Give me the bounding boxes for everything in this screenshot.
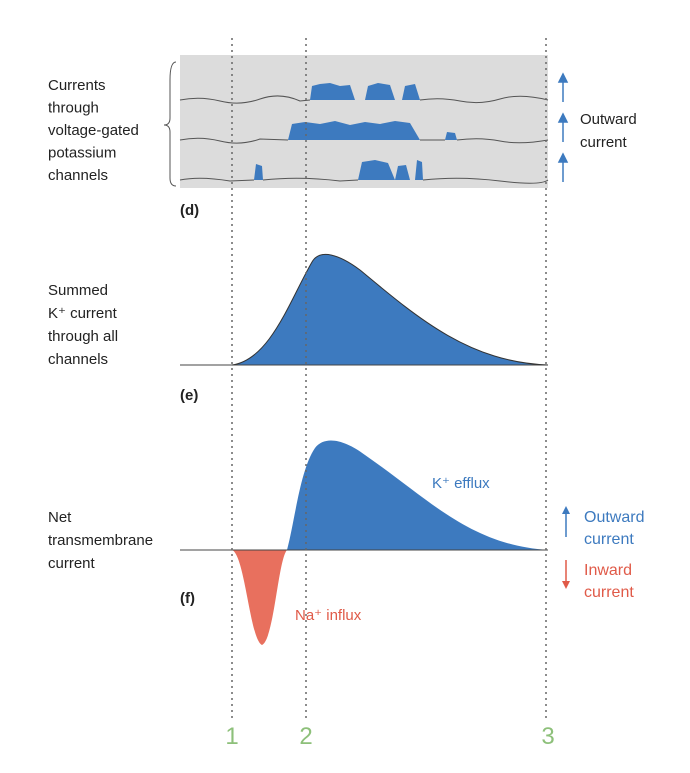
panel-e-label: Summed — [48, 282, 108, 299]
up-arrows — [557, 72, 569, 182]
panel-f-label: current — [48, 555, 96, 572]
panel-tag: (e) — [180, 387, 198, 404]
panel-e-label: through all — [48, 328, 118, 345]
bracket — [163, 61, 177, 187]
time-marker: 3 — [541, 723, 554, 750]
panel-e-label: channels — [48, 351, 108, 368]
panel-d-label: channels — [48, 167, 108, 184]
time-marker: 2 — [299, 723, 312, 750]
trace-3 — [179, 160, 549, 184]
inward-current-label: Inward — [584, 562, 632, 579]
na-influx — [232, 550, 287, 645]
panel-e-label: K⁺ current — [48, 305, 118, 322]
panel-d-label: potassium — [48, 145, 116, 162]
panel-d-label: voltage-gated — [48, 122, 139, 139]
panel-d-label: through — [48, 100, 99, 117]
summed-current — [232, 254, 548, 365]
summed-outline — [231, 253, 549, 366]
panel-d-label: Currents — [48, 77, 106, 94]
efflux-label: K⁺ efflux — [432, 475, 490, 492]
time-marker: 1 — [225, 723, 238, 750]
inward-current-label: current — [584, 584, 634, 601]
panel-tag: (f) — [180, 590, 195, 607]
influx-label: Na⁺ influx — [295, 607, 362, 624]
trace-1 — [179, 83, 549, 104]
outward-current-label: current — [584, 531, 634, 548]
k-efflux — [287, 440, 548, 550]
outward-label: current — [580, 134, 628, 151]
outward-current-label: Outward — [584, 509, 644, 526]
outward-label: Outward — [580, 111, 637, 128]
panel-f-label: Net — [48, 509, 72, 526]
labels: Currents through voltage-gated potassium cha… — [48, 77, 644, 750]
panel-f-label: transmembrane — [48, 532, 153, 549]
flow-arrows — [562, 506, 570, 589]
panel-tag: (d) — [180, 202, 199, 219]
trace-2 — [179, 121, 549, 144]
